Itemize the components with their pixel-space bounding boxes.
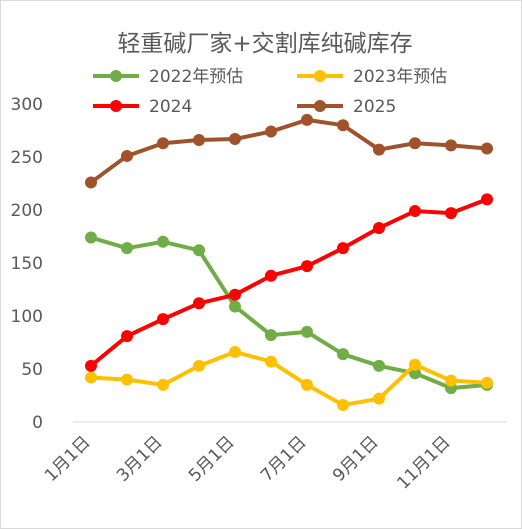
data-point [157,235,169,248]
series-1 [85,231,493,395]
series-4 [85,113,493,189]
series-line [89,235,489,391]
data-point [121,373,133,386]
data-point [409,137,421,150]
legend-item: 2025 [297,97,396,117]
legend-item: 2023年预估 [297,67,447,87]
legend-swatch-marker [314,70,326,82]
data-point [373,392,385,405]
data-point [229,288,241,301]
series-3 [85,193,493,372]
x-tick-label: 11月1日 [393,432,454,493]
data-point [157,313,169,326]
x-axis: 1月1日 3月1日 5月1日 7月1日 9月1日 11月1日 [41,421,507,494]
data-point [337,119,349,132]
series-line [89,117,489,185]
data-point [481,193,493,206]
data-point [193,359,205,372]
legend-label: 2023年预估 [353,67,447,87]
x-tick-label: 9月1日 [329,432,382,485]
data-point [121,330,133,343]
legend-label: 2024 [149,97,192,117]
data-point [193,134,205,147]
chart-title: 轻重碱厂家+交割库纯碱库存 [117,31,412,57]
data-point [265,269,277,282]
y-tick-label: 0 [32,413,43,433]
legend-item: 2022年预估 [93,67,243,87]
data-point [373,222,385,235]
data-point [85,231,97,244]
data-point [121,242,133,255]
data-point [193,297,205,310]
y-tick-label: 200 [11,201,43,221]
data-point [229,132,241,145]
data-point [409,358,421,371]
x-tick-label: 3月1日 [113,432,166,485]
x-tick-label: 7月1日 [257,432,310,485]
data-point [193,244,205,257]
series-line [89,197,489,368]
data-point [229,346,241,359]
data-point [265,355,277,368]
legend: 2022年预估 2023年预估 2024 2025 [93,67,447,117]
data-point [301,325,313,338]
data-point [445,207,457,220]
data-point [229,300,241,313]
data-point [85,176,97,189]
data-point [85,371,97,384]
data-point [445,139,457,152]
data-point [157,137,169,150]
plot-area [85,113,493,412]
legend-label: 2022年预估 [149,67,243,87]
y-tick-label: 150 [11,254,43,274]
data-point [265,125,277,138]
data-point [409,205,421,218]
data-point [85,359,97,372]
series-2 [85,346,493,412]
data-point [301,378,313,391]
y-axis: 0 50 100 150 200 250 300 [11,95,43,433]
y-tick-label: 250 [11,148,43,168]
data-point [265,329,277,342]
data-point [481,376,493,389]
legend-swatch-marker [110,100,122,112]
data-point [373,359,385,372]
legend-swatch-marker [110,70,122,82]
series-line [89,350,489,408]
data-point [301,113,313,126]
x-tick-label: 5月1日 [185,432,238,485]
legend-swatch-marker [314,100,326,112]
y-tick-label: 50 [21,360,43,380]
data-point [373,143,385,156]
data-point [301,260,313,273]
x-tick-label: 1月1日 [41,432,94,485]
data-point [337,348,349,361]
legend-label: 2025 [353,97,396,117]
data-point [121,149,133,162]
data-point [337,242,349,255]
data-point [481,142,493,155]
legend-item: 2024 [93,97,192,117]
y-tick-label: 300 [11,95,43,115]
y-tick-label: 100 [11,307,43,327]
data-point [157,378,169,391]
data-point [445,374,457,387]
data-point [337,399,349,412]
